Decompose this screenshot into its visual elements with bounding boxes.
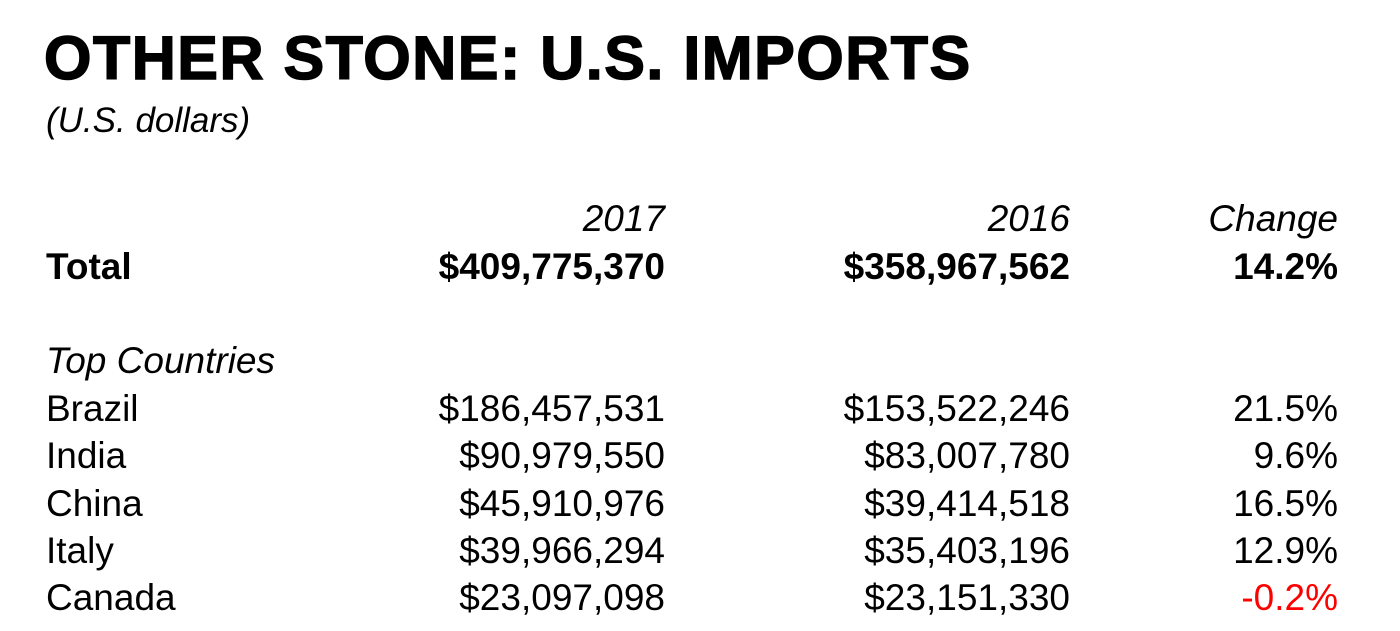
country: India: [46, 435, 127, 477]
country: Canada: [46, 577, 176, 619]
title: OTHER STONE: U.S. IMPORTS: [43, 24, 972, 92]
cell-value: $83,007,780: [864, 435, 1070, 477]
cell-value: 21.5%: [1233, 388, 1338, 429]
country: Brazil: [46, 388, 139, 429]
section-label: Top Countries: [46, 340, 275, 381]
cell-value: $23,097,098: [459, 577, 665, 619]
cell-value: 12.9%: [1233, 529, 1338, 571]
cell-value: 16.5%: [1233, 482, 1338, 524]
country: China: [46, 482, 143, 524]
cell-value: 9.6%: [1253, 435, 1338, 477]
total-value: $358,967,562: [843, 246, 1070, 287]
cell-value: $90,979,550: [459, 435, 665, 477]
cell-value: $186,457,531: [438, 388, 665, 429]
cell-value: $23,151,330: [864, 577, 1070, 619]
cell-value: $45,910,976: [459, 482, 665, 524]
column-header: 2016: [987, 198, 1070, 239]
cell-value: $39,966,294: [459, 529, 665, 571]
cell-value: $39,414,518: [864, 482, 1070, 524]
total-value: $409,775,370: [438, 246, 665, 287]
cell-value: $153,522,246: [843, 388, 1070, 429]
total-label: Total: [46, 246, 132, 287]
column-header: Change: [1208, 198, 1338, 239]
country: Italy: [46, 529, 114, 571]
total-value: 14.2%: [1233, 246, 1338, 287]
cell-value: -0.2%: [1241, 577, 1338, 619]
column-header: 2017: [582, 198, 665, 239]
cell-value: $35,403,196: [864, 529, 1070, 571]
subtitle: (U.S. dollars): [46, 101, 251, 140]
